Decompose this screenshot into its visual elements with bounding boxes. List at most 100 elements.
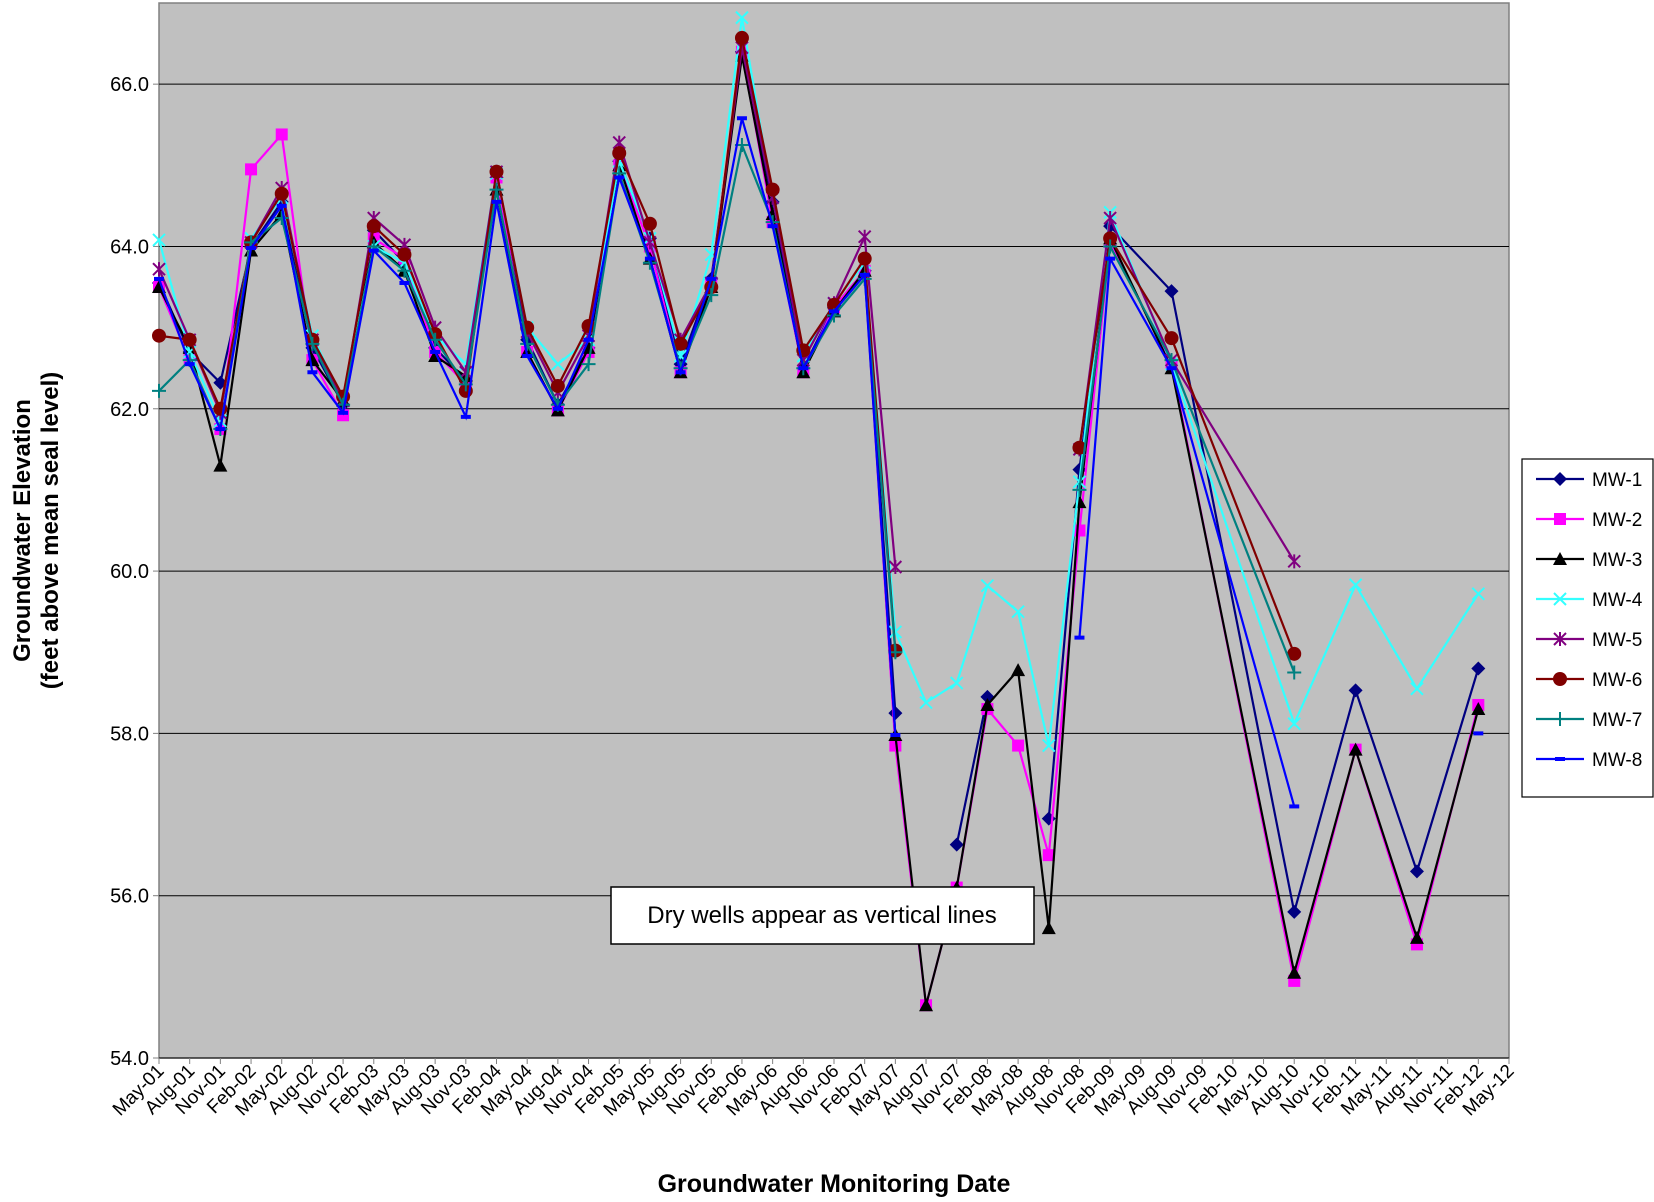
marker bbox=[338, 410, 349, 415]
marker bbox=[888, 560, 903, 575]
marker bbox=[614, 175, 625, 180]
marker bbox=[366, 219, 381, 234]
marker bbox=[274, 186, 289, 201]
marker bbox=[1042, 738, 1056, 753]
marker bbox=[734, 30, 749, 45]
marker bbox=[980, 578, 995, 593]
marker bbox=[152, 328, 166, 343]
marker bbox=[612, 146, 627, 161]
y-tick-label: 60.0 bbox=[110, 561, 149, 583]
marker bbox=[430, 349, 441, 354]
marker bbox=[1041, 921, 1056, 935]
marker bbox=[522, 354, 533, 359]
marker bbox=[857, 229, 872, 244]
marker bbox=[1287, 965, 1302, 979]
marker bbox=[1287, 904, 1302, 919]
marker bbox=[489, 164, 504, 179]
marker bbox=[1287, 716, 1301, 731]
marker bbox=[1553, 632, 1567, 646]
y-tick-label: 58.0 bbox=[110, 723, 149, 745]
marker bbox=[950, 676, 964, 690]
y-tick-label: 56.0 bbox=[110, 886, 149, 908]
marker bbox=[889, 739, 902, 752]
y-tick-label: 54.0 bbox=[110, 1048, 149, 1070]
marker bbox=[275, 128, 288, 141]
marker bbox=[1042, 849, 1055, 862]
marker bbox=[1553, 592, 1567, 606]
legend-label: MW-5 bbox=[1592, 630, 1642, 651]
marker bbox=[1348, 742, 1363, 756]
marker bbox=[1409, 930, 1424, 944]
legend-label: MW-8 bbox=[1592, 750, 1642, 771]
marker bbox=[1164, 284, 1179, 299]
marker bbox=[184, 362, 195, 367]
marker bbox=[798, 366, 809, 371]
marker bbox=[1103, 239, 1118, 254]
legend-box bbox=[1521, 458, 1654, 798]
marker bbox=[397, 263, 412, 278]
marker bbox=[1074, 635, 1085, 640]
y-tick-label: 62.0 bbox=[110, 399, 149, 421]
series-line bbox=[1078, 242, 1296, 673]
marker bbox=[1553, 472, 1567, 486]
marker bbox=[949, 837, 964, 852]
marker bbox=[1553, 672, 1567, 686]
marker bbox=[305, 353, 320, 367]
marker bbox=[245, 163, 258, 176]
marker bbox=[1011, 663, 1026, 677]
marker bbox=[274, 211, 289, 226]
marker bbox=[1289, 804, 1300, 809]
marker bbox=[1072, 482, 1087, 497]
legend-label: MW-7 bbox=[1592, 710, 1642, 731]
legend-label: MW-6 bbox=[1592, 670, 1642, 691]
marker bbox=[581, 357, 596, 372]
y-tick-label: 66.0 bbox=[110, 74, 149, 96]
marker bbox=[1164, 331, 1179, 346]
marker bbox=[152, 262, 166, 277]
marker bbox=[1287, 646, 1302, 661]
marker bbox=[581, 340, 596, 354]
marker bbox=[1473, 731, 1484, 736]
legend-label: MW-4 bbox=[1592, 590, 1643, 611]
marker bbox=[673, 336, 688, 351]
marker bbox=[1555, 757, 1565, 761]
annotation: Dry wells appear as vertical lines bbox=[647, 902, 996, 929]
marker bbox=[1348, 683, 1363, 698]
marker bbox=[307, 370, 318, 375]
marker bbox=[1287, 665, 1302, 680]
marker bbox=[215, 427, 226, 432]
marker bbox=[736, 116, 747, 121]
series-line bbox=[1078, 254, 1296, 807]
marker bbox=[644, 256, 655, 261]
marker bbox=[213, 458, 228, 472]
marker bbox=[152, 233, 166, 247]
marker bbox=[399, 280, 410, 285]
marker bbox=[919, 998, 934, 1012]
marker bbox=[890, 733, 901, 738]
y-axis-title: Groundwater Elevation bbox=[9, 399, 36, 662]
marker bbox=[1348, 578, 1363, 592]
marker bbox=[919, 695, 933, 710]
marker bbox=[1410, 682, 1424, 696]
marker bbox=[550, 379, 565, 394]
marker bbox=[735, 10, 749, 25]
marker bbox=[552, 406, 563, 411]
marker bbox=[1553, 712, 1567, 726]
marker bbox=[1103, 231, 1118, 246]
legend-label: MW-3 bbox=[1592, 550, 1642, 571]
marker bbox=[642, 216, 657, 231]
legend-label: MW-2 bbox=[1592, 510, 1642, 531]
marker bbox=[368, 248, 379, 253]
marker bbox=[154, 276, 164, 281]
marker bbox=[182, 332, 197, 347]
y-tick-label: 64.0 bbox=[110, 236, 149, 258]
marker bbox=[1103, 211, 1117, 226]
marker bbox=[1287, 554, 1301, 569]
marker bbox=[859, 272, 870, 277]
marker bbox=[520, 336, 535, 351]
marker bbox=[1011, 604, 1025, 619]
marker bbox=[1105, 256, 1116, 261]
marker bbox=[675, 370, 686, 375]
marker bbox=[491, 199, 502, 204]
